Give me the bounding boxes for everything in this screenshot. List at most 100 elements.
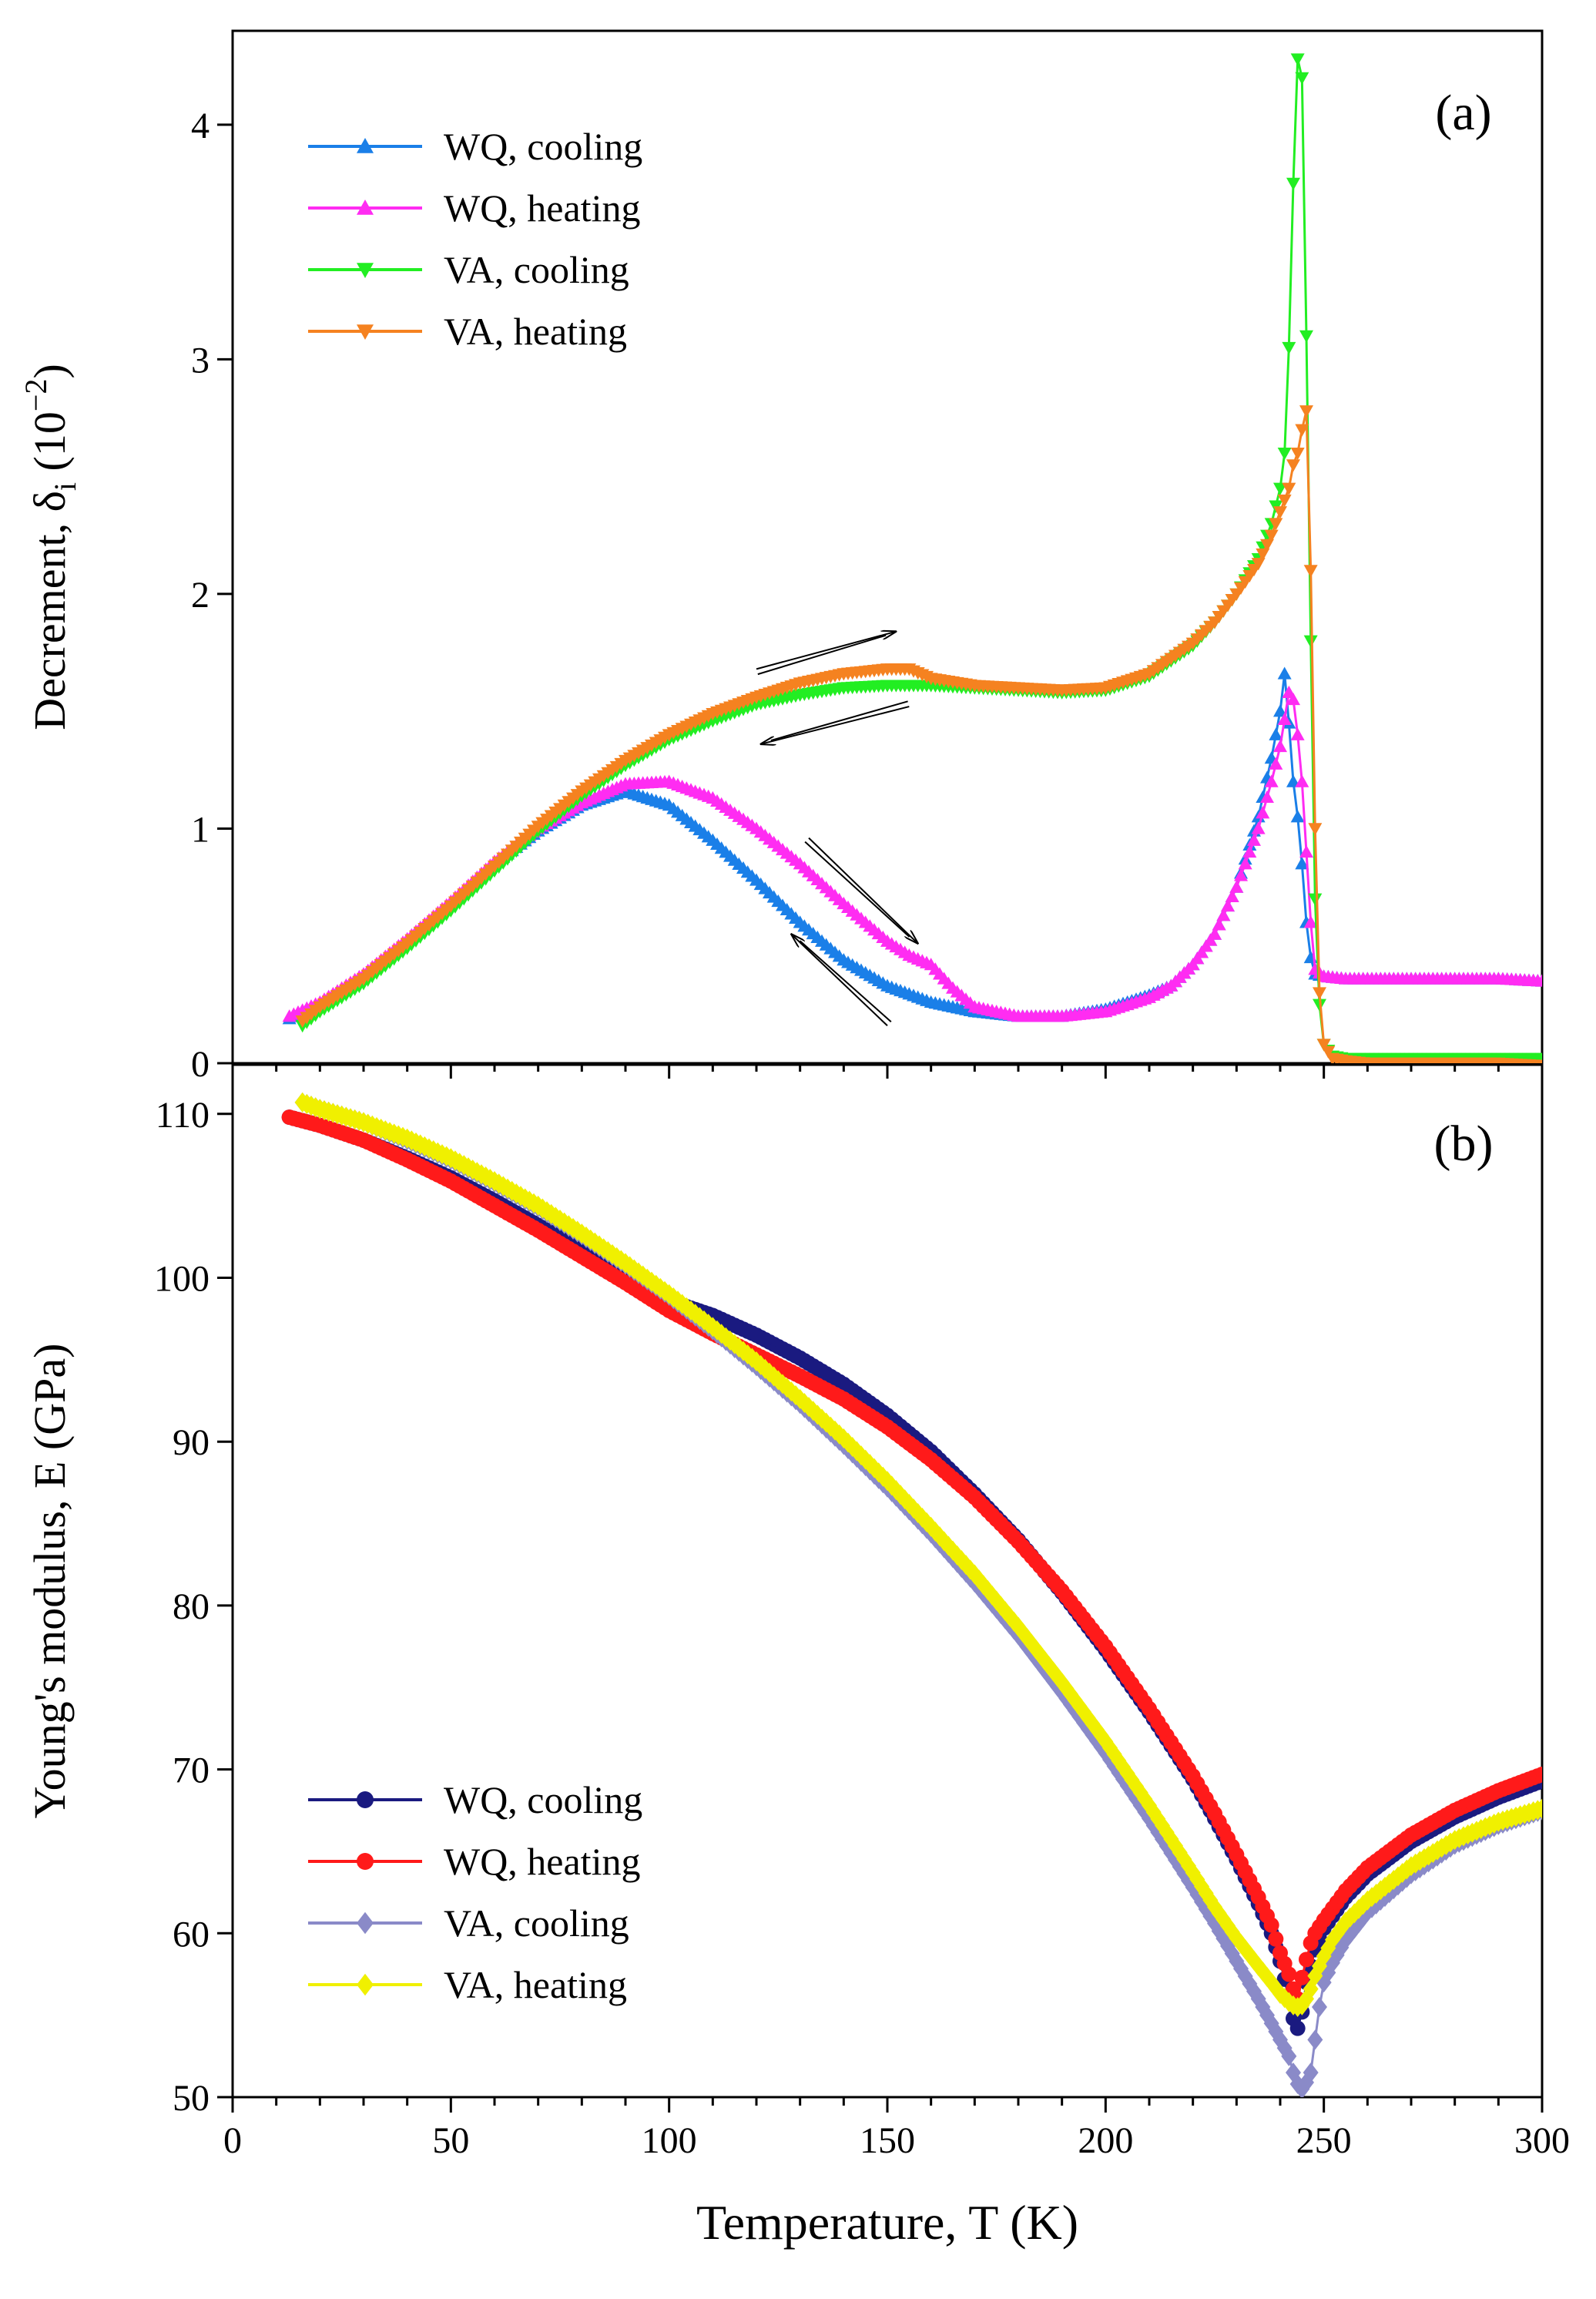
panel-a-series-va-cooling-point [1303, 635, 1318, 648]
panel-a-ylabel-sup: −2 [18, 379, 53, 412]
x-axis-tick-label: 100 [642, 2120, 697, 2161]
panel-b-series-wq-cooling [281, 1109, 1542, 2036]
panel-a-ytick-label: 4 [191, 106, 210, 146]
panel-b-youngs-modulus: 50 60 70 80 90 100 110 0 50 100 150 200 250 300 (b) Y… [25, 1063, 1570, 2250]
panel-b-legend-item-marker [357, 1911, 374, 1935]
panel-a-series-va-heating-point [1303, 565, 1318, 578]
panel-a-series-layer [282, 53, 1542, 1063]
panel-a-series-wq-heating-point [1216, 908, 1231, 921]
panel-a-series-va-cooling-point [1290, 53, 1305, 66]
panel-a-series-wq-heating-point [1212, 918, 1226, 931]
panel-a-series-va-cooling-point [1273, 482, 1287, 495]
panel-a-series-wq-heating-point [1256, 806, 1270, 819]
panel-a-series-wq-cooling-point [1290, 810, 1305, 823]
panel-a-ytick-label: 0 [191, 1044, 210, 1085]
panel-a-ylabel-unit-close: ) [25, 364, 75, 378]
panel-a-legend-item-marker [357, 263, 374, 278]
panel-b-legend-item: VA, heating [308, 1963, 627, 2006]
panel-a-series-wq-heating-point [1234, 868, 1248, 881]
panel-a-heating-arrow [808, 837, 918, 944]
panel-a-label: (a) [1435, 85, 1491, 141]
panel-a-series-va-heating-point [1535, 1059, 1542, 1063]
panel-a-cooling-arrow [761, 706, 910, 744]
panel-b-series-wq-heating-point [1299, 1952, 1314, 1968]
panel-b-series-va-cooling-point [1281, 2046, 1297, 2066]
panel-b-legend-item-label: WQ, heating [444, 1840, 640, 1883]
panel-b-ytick-label: 90 [173, 1422, 210, 1463]
panel-a-series-wq-heating-point [1290, 727, 1305, 740]
x-axis-tick-label: 0 [223, 2120, 242, 2161]
panel-a-series-va-heating-point [1260, 539, 1274, 552]
panel-a-ytick-label: 2 [191, 575, 210, 616]
panel-a-series-va-cooling-point [1295, 72, 1309, 85]
panel-b-series-wq-heating-point [1294, 1969, 1310, 1985]
panel-b-series-va-heating [294, 1092, 1542, 2018]
panel-a-ytick-label: 3 [191, 340, 210, 381]
panel-a-series-wq-cooling-line [289, 673, 1542, 1020]
panel-a-series-wq-heating-point [1299, 844, 1313, 858]
panel-b-legend-item: WQ, heating [308, 1840, 640, 1883]
panel-b-legend-item: VA, cooling [308, 1901, 629, 1945]
panel-a-axis-ticks: 0 1 2 3 4 [191, 106, 1544, 1085]
panel-a-series-wq-heating [282, 685, 1542, 1022]
panel-b-ytick-label: 80 [173, 1586, 210, 1627]
panel-b-ytick-label: 100 [154, 1259, 210, 1300]
x-axis-tick-label: 150 [860, 2120, 915, 2161]
panel-a-arrows [756, 632, 918, 1026]
panel-a-series-va-heating-point [1256, 548, 1270, 562]
panel-a-series-va-cooling-point [1282, 341, 1296, 355]
panel-a-legend-item-marker [357, 324, 374, 340]
panel-a-series-va-heating-point [1299, 405, 1313, 418]
panel-a-frame [231, 29, 1544, 1065]
panel-b-legend-item-label: VA, cooling [444, 1901, 629, 1945]
panel-a-series-wq-heating-point [1295, 774, 1309, 787]
panel-b-series-va-cooling-point [1303, 2062, 1319, 2083]
panel-a-series-wq-cooling-point [1273, 704, 1287, 717]
panel-a-legend-item: WQ, cooling [308, 125, 642, 168]
panel-a-legend: WQ, cooling WQ, heating VA, cooling VA, hea… [308, 125, 642, 353]
panel-a-series-va-heating-point [1251, 558, 1266, 571]
panel-a-series-wq-heating-point [1273, 739, 1287, 753]
panel-a-series-va-heating-point [1321, 1045, 1336, 1059]
panel-a-ylabel-main: Decrement, δ [25, 491, 75, 730]
panel-b-series-va-cooling-point [1294, 2079, 1310, 2097]
panel-a-heating-arrow-shaft [804, 841, 910, 938]
panel-b-ylabel: Young's modulus, E (GPa) [25, 1344, 75, 1819]
panel-a-heating-arrow [756, 632, 896, 670]
panel-a-series-va-heating-point [1286, 459, 1300, 472]
panel-a-legend-item: VA, cooling [308, 248, 629, 291]
panel-a-series-wq-heating-point [1238, 857, 1252, 870]
panel-a-series-va-heating-point [1313, 987, 1326, 1000]
panel-a-series-va-heating-point [1277, 494, 1292, 508]
panel-b-series-va-cooling-point [1312, 1997, 1327, 2018]
panel-a-legend-item-label: WQ, heating [444, 186, 640, 230]
panel-a-series-wq-heating-point [1242, 844, 1257, 858]
panel-b-series-wq-heating [281, 1109, 1542, 2007]
panel-b-series-wq-cooling-point [1289, 2020, 1306, 2036]
panel-b-series-va-heating-point [1534, 1798, 1542, 1819]
panel-a-series-va-heating-point [1273, 506, 1287, 519]
panel-b-legend-item-marker [357, 1853, 374, 1870]
panel-a-series-wq-heating-point [1247, 833, 1261, 846]
panel-a-series-wq-cooling [282, 666, 1542, 1025]
panel-a-legend-item-marker [357, 138, 374, 153]
x-axis-label: Temperature, T (K) [696, 2195, 1078, 2250]
panel-a-series-wq-cooling-point [1303, 950, 1318, 964]
panel-a-ytick-label: 1 [191, 809, 210, 850]
panel-a-decrement: 0 1 2 3 4 (a) Decrement, δi (10−2) WQ, cooli… [18, 29, 1544, 1085]
panel-b-series-wq-heating-point [1268, 1931, 1284, 1947]
panel-a-legend-item-label: VA, cooling [444, 248, 629, 291]
panel-a-series-wq-heating-point [1225, 889, 1239, 902]
panel-a-series-wq-heating-point [1221, 898, 1235, 912]
panel-b-legend-item-marker [357, 1791, 374, 1808]
panel-a-series-wq-heating-point [1260, 790, 1274, 804]
panel-b-legend-item-label: VA, heating [444, 1963, 627, 2006]
panel-a-series-wq-cooling-point [1277, 666, 1292, 680]
panel-b-series-wq-heating-point [1534, 1766, 1542, 1782]
panel-a-legend-item-label: WQ, cooling [444, 125, 642, 168]
panel-a-series-wq-cooling-point [1286, 774, 1300, 787]
panel-a-series-va-cooling-point [1308, 893, 1323, 906]
x-axis-tick-label: 250 [1296, 2120, 1352, 2161]
panel-a-series-wq-heating-point [1303, 915, 1318, 928]
